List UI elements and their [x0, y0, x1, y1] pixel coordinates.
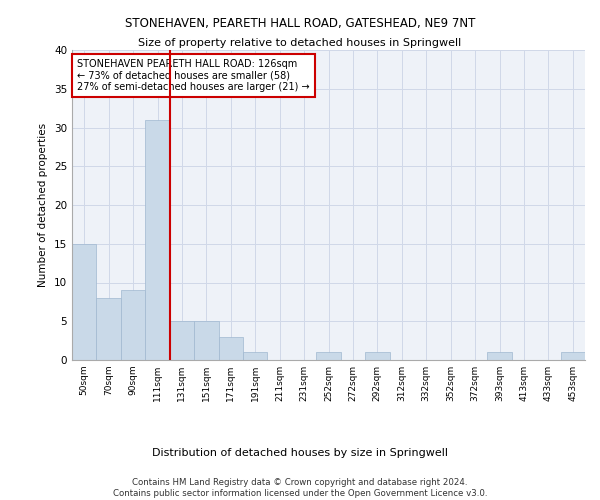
Text: STONEHAVEN, PEARETH HALL ROAD, GATESHEAD, NE9 7NT: STONEHAVEN, PEARETH HALL ROAD, GATESHEAD… — [125, 18, 475, 30]
Bar — [487, 352, 512, 360]
Bar — [243, 352, 268, 360]
Text: Contains HM Land Registry data © Crown copyright and database right 2024.
Contai: Contains HM Land Registry data © Crown c… — [113, 478, 487, 498]
Bar — [316, 352, 341, 360]
Bar — [121, 290, 145, 360]
Text: Distribution of detached houses by size in Springwell: Distribution of detached houses by size … — [152, 448, 448, 458]
Bar — [365, 352, 389, 360]
Bar — [145, 120, 170, 360]
Bar — [560, 352, 585, 360]
Bar — [72, 244, 97, 360]
Text: Size of property relative to detached houses in Springwell: Size of property relative to detached ho… — [139, 38, 461, 48]
Bar — [97, 298, 121, 360]
Text: STONEHAVEN PEARETH HALL ROAD: 126sqm
← 73% of detached houses are smaller (58)
2: STONEHAVEN PEARETH HALL ROAD: 126sqm ← 7… — [77, 60, 310, 92]
Bar — [170, 322, 194, 360]
Bar — [218, 337, 243, 360]
Y-axis label: Number of detached properties: Number of detached properties — [38, 123, 49, 287]
Bar — [194, 322, 218, 360]
